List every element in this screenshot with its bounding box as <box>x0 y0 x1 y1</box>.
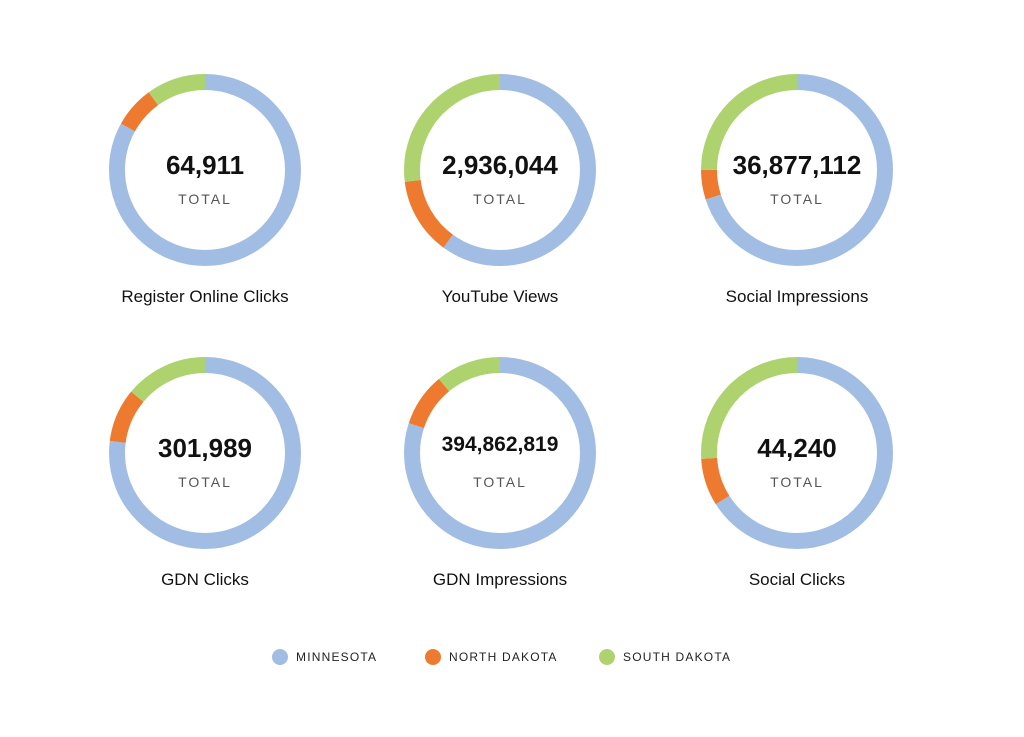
donut-chart: 394,862,819 TOTAL GDN Impressions <box>400 353 660 613</box>
legend: MINNESOTA NORTH DAKOTA SOUTH DAKOTA <box>0 646 1024 670</box>
donut-slice-south-dakota <box>701 357 893 549</box>
donut-chart: 44,240 TOTAL Social Clicks <box>697 353 957 613</box>
donut-slice-south-dakota <box>404 357 596 549</box>
donut-slice-south-dakota <box>404 74 596 266</box>
legend-color-dot <box>425 649 441 665</box>
legend-color-dot <box>272 649 288 665</box>
donut-chart: 64,911 TOTAL Register Online Clicks <box>105 70 365 330</box>
legend-label: NORTH DAKOTA <box>449 650 558 664</box>
donut-slice-south-dakota <box>701 74 893 266</box>
legend-label: MINNESOTA <box>296 650 378 664</box>
donut-slice-south-dakota <box>109 74 301 266</box>
donut-total-value: 44,240 <box>757 433 837 463</box>
donut-slice-south-dakota <box>109 357 301 549</box>
donut-total-label: TOTAL <box>178 191 232 207</box>
donut-total-value: 301,989 <box>158 433 252 463</box>
donut-total-label: TOTAL <box>473 474 527 490</box>
legend-color-dot <box>599 649 615 665</box>
donut-title: GDN Clicks <box>161 570 249 589</box>
donut-title: Social Clicks <box>748 570 846 589</box>
donut-total-value: 394,862,819 <box>441 433 559 456</box>
donut-ring <box>109 74 301 266</box>
donut-chart: 2,936,044 TOTAL YouTube Views <box>400 70 660 330</box>
donut-ring <box>404 74 596 266</box>
donut-total-value: 2,936,044 <box>442 150 558 180</box>
donut-ring <box>701 357 893 549</box>
donut-total-value: 36,877,112 <box>732 150 862 180</box>
donut-title: Social Impressions <box>725 287 869 306</box>
donut-ring <box>404 357 596 549</box>
donut-total-label: TOTAL <box>770 191 824 207</box>
donut-title: YouTube Views <box>441 287 559 306</box>
legend-label: SOUTH DAKOTA <box>623 650 732 664</box>
legend-item: NORTH DAKOTA <box>425 646 558 668</box>
donut-chart: 301,989 TOTAL GDN Clicks <box>105 353 365 613</box>
legend-item: SOUTH DAKOTA <box>599 646 731 668</box>
donut-slice-north-dakota <box>701 74 893 266</box>
donut-total-label: TOTAL <box>770 474 824 490</box>
donut-title: Register Online Clicks <box>121 287 289 306</box>
donut-ring <box>109 357 301 549</box>
donut-total-label: TOTAL <box>178 474 232 490</box>
donut-chart: 36,877,112 TOTAL Social Impressions <box>697 70 957 330</box>
donut-title: GDN Impressions <box>432 570 568 589</box>
legend-item: MINNESOTA <box>272 646 377 668</box>
donut-total-value: 64,911 <box>165 150 245 180</box>
donut-total-label: TOTAL <box>473 191 527 207</box>
donut-ring <box>701 74 893 266</box>
